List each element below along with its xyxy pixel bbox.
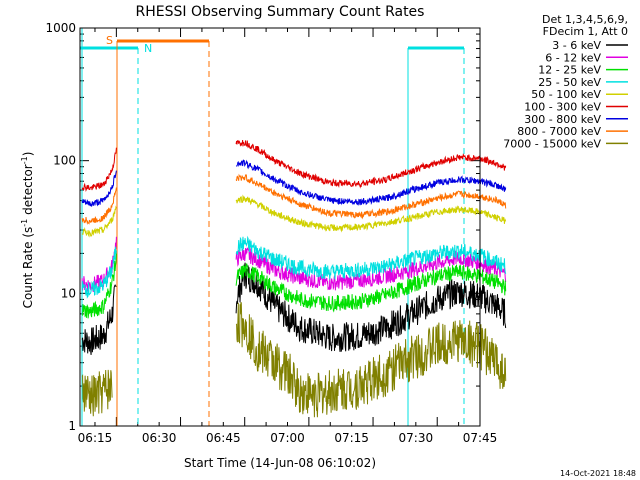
legend-entry-label: 100 - 300 keV xyxy=(524,101,601,114)
y-tick-label: 10 xyxy=(61,286,76,300)
svg-text:Count Rate (s-1 detector-1): Count Rate (s-1 detector-1) xyxy=(20,152,35,309)
series-line-7-seg1 xyxy=(81,187,117,225)
legend: Det 1,3,4,5,6,9,FDecim 1, Att 03 - 6 keV… xyxy=(503,13,628,150)
legend-entry-label: 6 - 12 keV xyxy=(545,51,601,64)
legend-entry-label: 50 - 100 keV xyxy=(531,88,601,101)
legend-entry-label: 800 - 7000 keV xyxy=(517,125,601,138)
series-line-3-seg1 xyxy=(81,246,117,299)
legend-header: FDecim 1, Att 0 xyxy=(543,25,628,38)
plot-frame xyxy=(79,27,481,427)
legend-entry-label: 7000 - 15000 keV xyxy=(503,137,601,150)
x-axis: 06:15 06:30 06:45 07:00 07:15 07:30 07:45 xyxy=(78,28,498,445)
y-tick-label: 1000 xyxy=(45,21,76,35)
series-line-0-seg1 xyxy=(81,284,117,355)
chart-title: RHESSI Observing Summary Count Rates xyxy=(136,4,425,20)
series-line-2-seg1 xyxy=(82,253,117,319)
x-tick-label: 07:00 xyxy=(270,431,305,445)
y-tick-label: 100 xyxy=(53,154,76,168)
series-line-7-seg2 xyxy=(235,173,507,220)
x-axis-label: Start Time (14-Jun-08 06:10:02) xyxy=(184,456,376,470)
series-lines xyxy=(81,139,507,418)
series-line-6-seg1 xyxy=(81,170,117,207)
y-tick-label: 1 xyxy=(68,419,76,433)
generation-timestamp: 14-Oct-2021 18:48 xyxy=(560,469,636,478)
x-tick-label: 06:15 xyxy=(78,431,113,445)
y-axis-label: Count Rate (s-1 detector-1) xyxy=(20,152,35,309)
x-tick-label: 07:30 xyxy=(399,431,434,445)
legend-entry-label: 3 - 6 keV xyxy=(552,39,601,52)
series-line-5-seg2 xyxy=(235,139,507,189)
series-line-8-seg1 xyxy=(81,369,113,417)
series-line-6-seg2 xyxy=(235,159,507,206)
series-line-4-seg2 xyxy=(235,194,507,233)
x-tick-label: 07:15 xyxy=(334,431,369,445)
series-line-8-seg2 xyxy=(235,302,507,418)
x-tick-label: 06:30 xyxy=(142,431,177,445)
x-tick-label: 07:45 xyxy=(463,431,498,445)
saa-label: S xyxy=(106,34,113,47)
series-line-2-seg2 xyxy=(235,263,507,313)
series-line-3-seg2 xyxy=(235,235,507,280)
series-line-4-seg1 xyxy=(81,205,117,238)
legend-header: Det 1,3,4,5,6,9, xyxy=(542,13,628,26)
legend-entry-label: 25 - 50 keV xyxy=(538,76,601,89)
legend-entry-label: 300 - 800 keV xyxy=(524,113,601,126)
series-line-5-seg1 xyxy=(81,147,117,193)
series-line-0-seg2 xyxy=(235,262,507,352)
night-label: N xyxy=(144,42,152,55)
legend-entry-label: 12 - 25 keV xyxy=(538,64,601,77)
x-tick-label: 06:45 xyxy=(206,431,241,445)
